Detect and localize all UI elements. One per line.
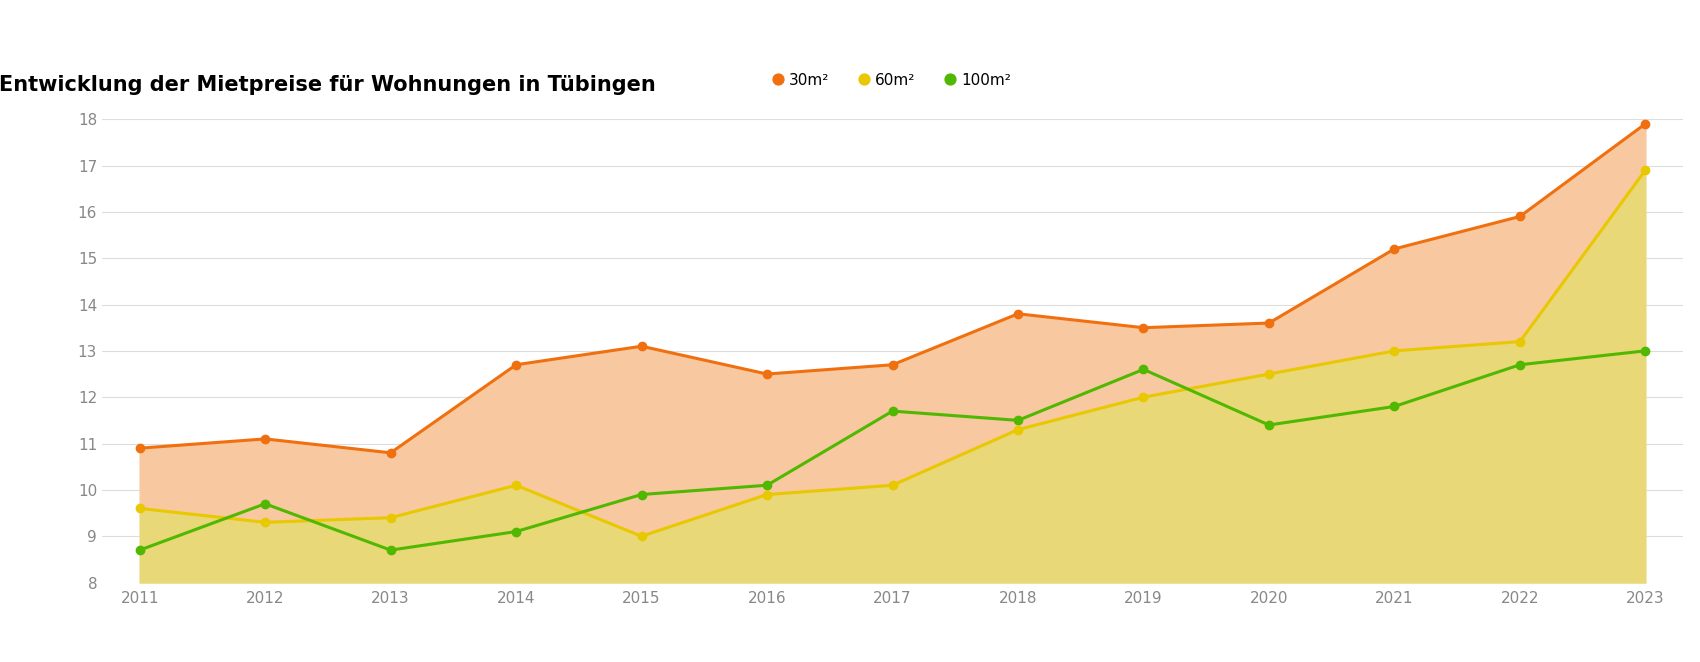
60m² [381, 514, 401, 522]
100m² [255, 500, 275, 508]
30m² [1635, 120, 1656, 128]
100m² [129, 546, 150, 554]
60m² [1384, 347, 1404, 355]
100m² [1635, 347, 1656, 355]
60m² [1008, 426, 1028, 434]
100m² [631, 491, 651, 498]
30m² [1258, 319, 1278, 327]
30m² [1134, 324, 1154, 332]
60m² [882, 481, 903, 489]
60m² [1635, 166, 1656, 174]
100m² [756, 481, 777, 489]
30m² [507, 361, 527, 369]
60m² [1258, 370, 1278, 378]
100m² [1510, 361, 1530, 369]
100m² [1384, 402, 1404, 410]
Text: Entwicklung der Mietpreise für Wohnungen in Tübingen: Entwicklung der Mietpreise für Wohnungen… [0, 75, 656, 95]
30m² [1008, 310, 1028, 318]
100m² [381, 546, 401, 554]
30m² [255, 435, 275, 443]
30m² [882, 361, 903, 369]
30m² [129, 444, 150, 452]
Line: 60m²: 60m² [136, 166, 1649, 540]
60m² [631, 532, 651, 540]
30m² [631, 342, 651, 350]
30m² [1384, 245, 1404, 253]
30m² [1510, 213, 1530, 220]
30m² [381, 449, 401, 457]
100m² [507, 528, 527, 536]
60m² [1510, 338, 1530, 346]
60m² [255, 518, 275, 526]
60m² [756, 491, 777, 498]
Legend: 30m², 60m², 100m²: 30m², 60m², 100m² [768, 67, 1017, 94]
Line: 100m²: 100m² [136, 347, 1649, 554]
60m² [129, 504, 150, 512]
100m² [882, 407, 903, 415]
60m² [507, 481, 527, 489]
60m² [1134, 393, 1154, 401]
100m² [1258, 421, 1278, 429]
100m² [1008, 416, 1028, 424]
100m² [1134, 365, 1154, 373]
30m² [756, 370, 777, 378]
Line: 30m²: 30m² [136, 120, 1649, 457]
